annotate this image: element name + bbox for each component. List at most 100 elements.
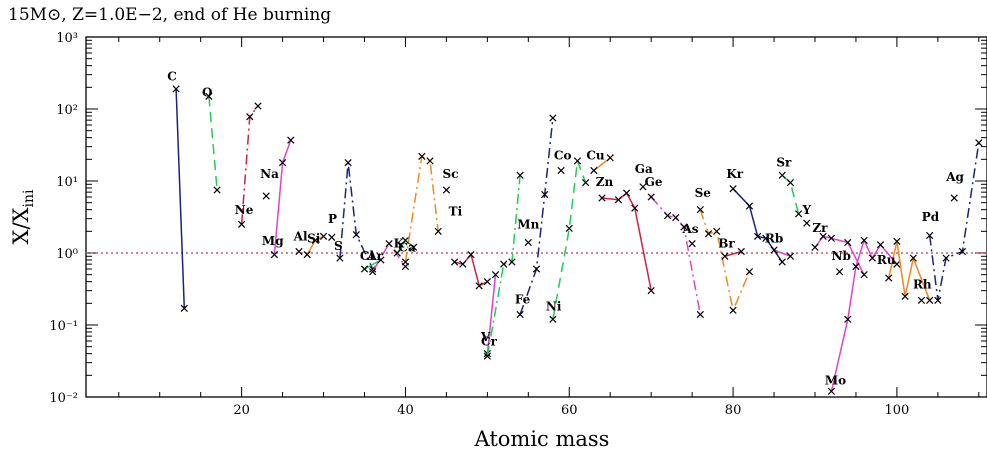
marker-stroke [483,278,491,286]
data-point-si [311,236,319,244]
element-label-ni: Ni [546,299,562,313]
series-line-zn [601,191,652,291]
y-tick-label: 10⁰ [56,247,78,262]
element-label-na: Na [260,167,279,181]
plot-frame [85,36,987,398]
marker-stroke [303,250,311,259]
data-point-ca [434,227,442,235]
y-tick-label: 10¹ [56,175,78,190]
element-label-zr: Zr [812,221,828,235]
series-o [205,92,221,194]
marker-stroke [622,189,631,197]
data-point-mg [278,158,287,167]
series-line-br [724,250,742,258]
marker-stroke [778,258,786,266]
y-tick-label: 10³ [56,31,78,46]
data-point-mo [844,315,852,323]
data-point-ni [565,224,573,232]
data-point-ge [696,310,704,319]
data-point-ca [426,157,434,165]
data-point-se [745,268,754,276]
element-label-se: Se [695,186,712,200]
element-label-si: Si [307,231,321,245]
element-label-zn: Zn [596,175,614,189]
x-tick-label: 60 [561,403,578,418]
data-point-ne [238,220,246,228]
data-point-zn [614,196,623,204]
y-tick-label: 10⁻² [49,391,78,406]
series-ca [401,152,442,266]
marker-stroke [647,287,655,295]
series-as [688,239,696,248]
series-mn [524,238,532,247]
marker-stroke [319,232,328,241]
marker-stroke [549,114,557,122]
marker-stroke [885,274,893,282]
marker-stroke [950,194,958,202]
series-k [393,236,418,257]
element-label-cl: Cl [360,249,375,263]
marker-stroke [393,249,401,257]
data-point-ti [450,258,459,266]
element-label-ga: Ga [635,162,653,176]
element-label-br: Br [718,236,735,250]
marker-stroke [287,136,295,144]
element-label-o: O [202,85,212,99]
data-point-pd [958,247,967,256]
marker-stroke [344,158,352,167]
series-line-cr [486,175,521,357]
element-label-as: As [681,222,698,236]
series-kr [729,185,786,266]
data-point-br [721,252,729,260]
data-point-zr [811,243,819,251]
marker-stroke [794,210,803,218]
data-point-sr [794,210,803,218]
series-br [721,247,745,260]
marker-stroke [573,157,582,165]
data-point-mo [852,262,860,271]
series-al [295,247,303,256]
series-line-sr [781,174,800,214]
series-se [696,206,754,314]
marker-stroke [639,183,647,191]
data-point-fe [532,265,541,273]
element-label-ar: Ar [366,249,383,263]
data-point-as [688,239,696,248]
series-sc [442,186,451,194]
marker-stroke [745,202,754,210]
series-sr [778,171,803,218]
element-label-ca: Ca [398,240,416,254]
data-point-ni [582,178,590,187]
data-point-cu [606,154,614,162]
series-zr [811,232,868,279]
marker-stroke [459,260,467,268]
element-label-fe: Fe [515,292,531,306]
series-s [336,158,377,273]
element-label-ge: Ge [645,175,663,189]
marker-stroke [868,254,876,262]
series-ti [450,250,491,290]
element-label-c: C [167,69,177,83]
data-point-nb [835,268,844,276]
data-point-br [737,247,745,256]
data-point-cr [483,352,491,360]
data-point-ag [950,194,958,202]
data-point-fe [541,190,549,199]
data-point-ru [901,292,909,300]
marker-stroke [893,260,901,268]
series-line-o [208,96,218,191]
marker-stroke [844,315,852,323]
y-axis-label-sub: ini [21,189,37,207]
data-point-mo [860,236,868,244]
data-point-kr [778,258,786,266]
marker-stroke [516,310,524,319]
data-point-kr [754,232,762,241]
marker-stroke [369,268,377,276]
element-label-mo: Mo [825,373,846,387]
series-co [557,166,565,175]
marker-stroke [180,304,188,313]
marker-stroke [827,234,835,242]
series-pd [926,139,983,304]
series-mg [270,136,295,259]
series-line-v [486,274,497,354]
